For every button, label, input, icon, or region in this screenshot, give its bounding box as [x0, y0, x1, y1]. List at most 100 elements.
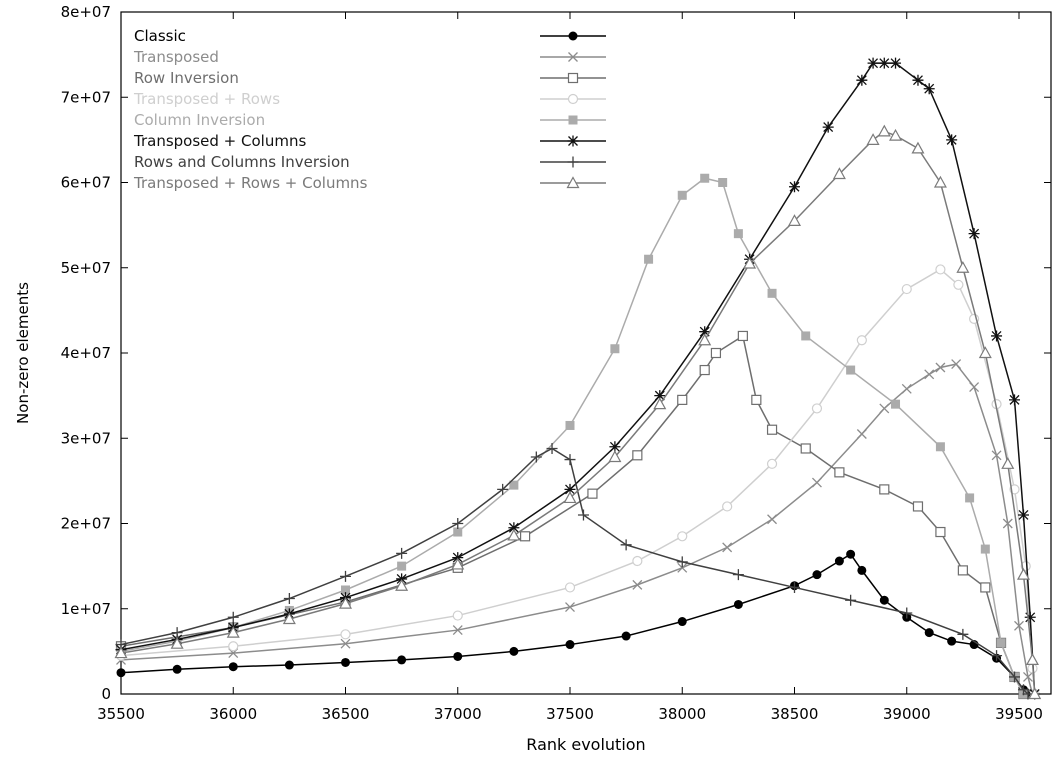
data-point: [965, 493, 975, 503]
legend-label: Transposed: [133, 48, 219, 66]
data-point: [767, 514, 778, 525]
data-point: [1014, 620, 1024, 631]
data-point: [1017, 509, 1029, 521]
data-point: [283, 593, 295, 605]
data-point: [395, 578, 409, 591]
data-point: [996, 638, 1006, 648]
data-point: [991, 650, 1003, 662]
data-point: [946, 134, 958, 146]
series-transposed: [116, 359, 1038, 699]
data-point: [889, 128, 903, 141]
legend-label: Classic: [134, 27, 186, 45]
data-point: [396, 547, 408, 559]
data-point: [935, 442, 945, 452]
data-point: [1009, 394, 1021, 406]
data-point: [677, 562, 688, 573]
data-point: [610, 344, 620, 354]
data-point: [867, 57, 879, 69]
data-point: [991, 330, 1003, 342]
data-point: [452, 552, 464, 564]
data-point: [565, 602, 575, 613]
data-point: [453, 527, 463, 537]
data-point: [677, 190, 687, 200]
data-point: [509, 480, 519, 490]
data-point: [508, 522, 520, 534]
data-point: [856, 429, 867, 439]
data-point: [698, 333, 712, 346]
data-point: [170, 636, 184, 649]
data-point: [677, 617, 687, 627]
data-point: [811, 477, 822, 488]
data-point: [452, 610, 463, 621]
data-point: [901, 383, 912, 394]
legend: Classic Transposed Row Inversion Transposed…: [133, 27, 606, 192]
data-point: [700, 173, 710, 183]
data-point: [621, 631, 631, 641]
y-tick-label: 6e+07: [61, 174, 111, 192]
data-point: [732, 569, 744, 581]
data-point: [226, 625, 240, 638]
data-point: [338, 596, 353, 609]
data-point: [453, 651, 463, 661]
data-point: [1023, 671, 1033, 682]
x-tick-label: 38000: [658, 705, 706, 723]
data-point: [924, 369, 935, 380]
data-point: [991, 450, 1002, 461]
data-point: [878, 57, 890, 69]
data-point: [811, 403, 823, 414]
data-point: [530, 451, 542, 463]
data-point: [935, 526, 946, 538]
data-point: [978, 346, 992, 359]
series-line: [120, 177, 1025, 695]
data-point: [452, 625, 463, 636]
data-point: [568, 52, 578, 62]
data-point: [743, 256, 757, 269]
data-point: [957, 565, 968, 576]
data-point: [577, 509, 589, 521]
data-point: [924, 628, 934, 638]
data-point: [801, 331, 811, 341]
data-point: [846, 549, 856, 559]
data-point: [968, 228, 980, 240]
legend-label: Row Inversion: [134, 69, 239, 87]
data-point: [451, 557, 465, 570]
legend-label: Rows and Columns Inversion: [134, 153, 350, 171]
data-point: [832, 167, 846, 180]
data-point: [751, 394, 762, 405]
data-point: [567, 93, 579, 105]
legend-label: Transposed + Rows: [133, 90, 280, 108]
data-point: [767, 288, 777, 298]
data-point: [228, 641, 239, 652]
data-point: [901, 283, 912, 295]
data-point: [564, 454, 576, 466]
data-point: [879, 403, 890, 414]
data-point: [789, 181, 800, 193]
data-point: [567, 156, 579, 168]
data-point: [733, 229, 743, 239]
data-point: [397, 655, 407, 665]
data-point: [507, 528, 521, 541]
data-point: [509, 646, 519, 656]
data-point: [923, 83, 935, 95]
data-point: [911, 141, 925, 154]
data-point: [677, 531, 688, 542]
data-point: [1002, 518, 1013, 529]
data-point: [891, 399, 901, 409]
data-point: [654, 390, 666, 402]
series-transposed-columns: [115, 57, 1041, 700]
series-transposed-rows-columns: [114, 124, 1042, 700]
legend-label: Transposed + Columns: [133, 132, 306, 150]
y-tick-label: 8e+07: [61, 3, 111, 21]
data-point: [228, 662, 238, 672]
data-point: [171, 627, 183, 639]
data-point: [565, 420, 575, 430]
data-point: [340, 570, 351, 582]
series-column-inversion: [116, 173, 1028, 699]
data-point: [568, 115, 578, 125]
data-point: [620, 539, 632, 551]
data-point: [397, 561, 407, 571]
data-point: [846, 365, 856, 375]
legend-label: Column Inversion: [134, 111, 265, 129]
data-point: [912, 501, 924, 512]
series-classic: [116, 549, 1035, 699]
